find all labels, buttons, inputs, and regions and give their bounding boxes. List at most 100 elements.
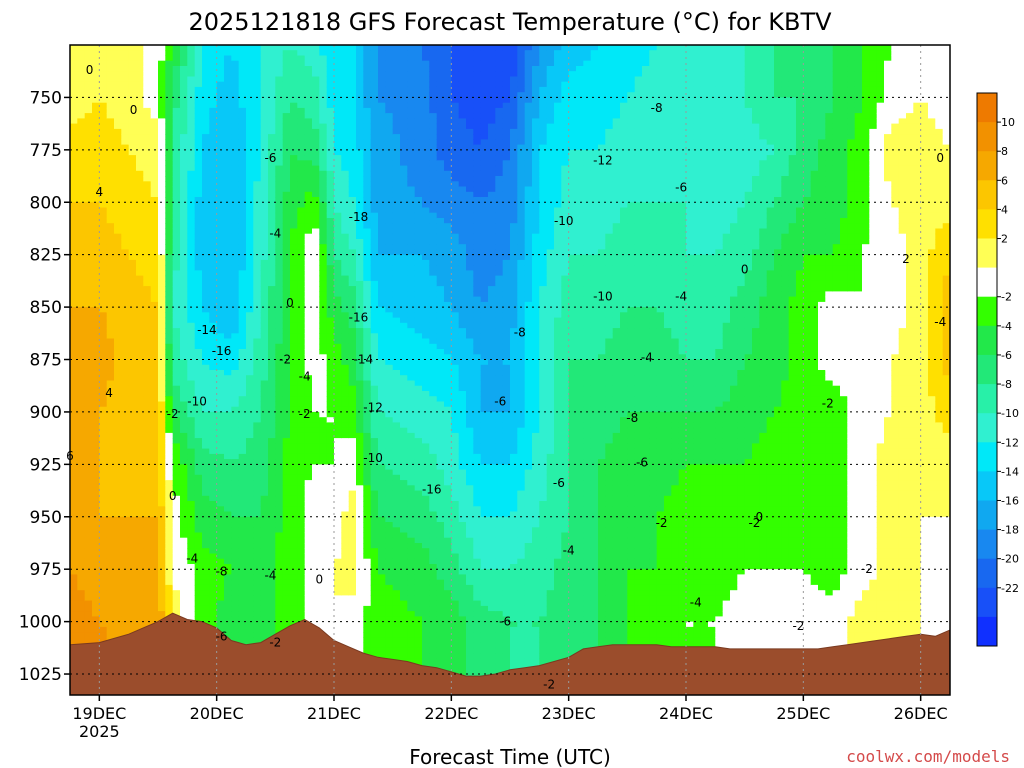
field-cell <box>216 370 225 376</box>
field-cell <box>136 474 144 481</box>
field-cell <box>231 107 240 114</box>
field-cell <box>348 438 357 444</box>
field-cell <box>326 197 335 203</box>
field-cell <box>319 92 328 98</box>
field-cell <box>158 364 166 371</box>
field-cell <box>216 485 225 492</box>
field-cell <box>143 349 152 355</box>
field-cell <box>253 564 262 570</box>
field-cell <box>304 291 313 298</box>
field-cell <box>326 569 335 575</box>
field-cell <box>326 275 335 282</box>
field-cell <box>290 55 298 62</box>
field-cell <box>319 202 328 209</box>
field-cell <box>194 307 203 313</box>
field-cell <box>282 275 291 282</box>
field-cell <box>341 422 350 429</box>
field-cell <box>216 537 225 544</box>
field-cell <box>209 81 218 88</box>
field-cell <box>158 490 166 497</box>
field-cell <box>187 301 196 308</box>
field-cell <box>187 537 196 544</box>
field-cell <box>187 333 196 340</box>
field-cell <box>253 558 262 565</box>
field-cell <box>158 427 166 434</box>
field-cell <box>92 134 100 140</box>
field-cell <box>348 626 357 633</box>
field-cell <box>84 45 93 51</box>
field-cell <box>77 66 86 72</box>
field-cell <box>150 354 159 361</box>
field-cell <box>158 516 166 523</box>
field-cell <box>312 181 320 188</box>
field-cell <box>92 506 100 513</box>
field-cell <box>334 45 342 51</box>
field-cell <box>180 186 188 193</box>
field-cell <box>114 349 122 355</box>
field-cell <box>224 590 232 596</box>
field-cell <box>106 548 115 554</box>
field-cell <box>136 354 144 361</box>
field-cell <box>312 291 320 298</box>
field-cell <box>70 155 78 161</box>
field-cell <box>356 626 364 633</box>
field-cell <box>290 590 298 596</box>
field-cell <box>70 291 78 298</box>
field-cell <box>246 118 254 125</box>
field-cell <box>158 128 166 135</box>
field-cell <box>224 322 232 329</box>
field-cell <box>268 55 276 62</box>
field-cell <box>348 391 357 397</box>
field-cell <box>150 511 159 518</box>
field-cell <box>194 438 203 444</box>
field-cell <box>187 584 196 591</box>
field-cell <box>304 438 313 444</box>
field-cell <box>77 495 86 502</box>
field-cell <box>348 448 357 455</box>
field-cell <box>84 207 93 214</box>
field-cell <box>253 453 262 460</box>
field-cell <box>202 60 210 67</box>
field-cell <box>231 296 240 303</box>
field-cell <box>312 595 320 602</box>
field-cell <box>356 516 364 523</box>
field-cell <box>128 600 137 607</box>
field-cell <box>326 611 335 617</box>
field-cell <box>231 574 240 581</box>
field-cell <box>84 396 93 402</box>
field-cell <box>260 71 269 77</box>
field-cell <box>187 291 196 298</box>
field-cell <box>194 301 203 308</box>
field-cell <box>348 66 357 72</box>
field-cell <box>363 76 372 83</box>
field-cell <box>224 490 232 497</box>
field-cell <box>304 605 313 612</box>
field-cell <box>106 401 115 408</box>
field-cell <box>253 574 262 581</box>
field-cell <box>260 102 269 109</box>
field-cell <box>70 469 78 476</box>
field-cell <box>319 254 328 261</box>
field-cell <box>231 123 240 130</box>
field-cell <box>106 239 115 245</box>
field-cell <box>268 553 276 560</box>
field-cell <box>172 170 181 177</box>
field-cell <box>297 170 306 177</box>
field-cell <box>224 170 232 177</box>
field-cell <box>319 532 328 539</box>
field-cell <box>282 391 291 397</box>
field-cell <box>136 228 144 235</box>
field-cell <box>99 239 108 245</box>
field-cell <box>224 574 232 581</box>
field-cell <box>297 584 306 591</box>
field-cell <box>282 50 291 56</box>
field-cell <box>70 92 78 98</box>
field-cell <box>114 176 122 182</box>
field-cell <box>238 155 247 161</box>
field-cell <box>128 139 137 146</box>
field-cell <box>165 584 174 591</box>
field-cell <box>194 459 203 465</box>
field-cell <box>290 76 298 83</box>
field-cell <box>319 139 328 146</box>
field-cell <box>334 286 342 292</box>
